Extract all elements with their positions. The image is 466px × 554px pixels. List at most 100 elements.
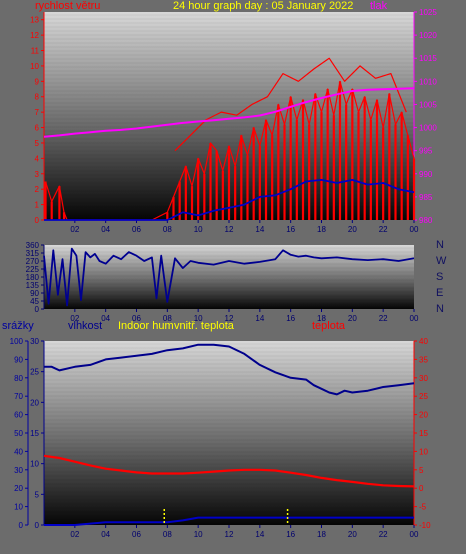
p3-x-tick-label: 00 [410, 530, 419, 539]
temperature-y-tick-label: 35 [419, 355, 428, 364]
p2-x-tick-label: 00 [410, 314, 419, 323]
p2-x-tick-label: 06 [132, 314, 141, 323]
p2-x-tick-label: 12 [225, 314, 234, 323]
temperature-y-tick-label: 30 [419, 374, 428, 383]
pressure-y-tick-label: 1020 [419, 31, 437, 40]
p1-x-tick-label: 00 [410, 225, 419, 234]
wind-gust-line [174, 57, 407, 152]
rain-y-tick-label: 10 [14, 503, 23, 512]
pressure-y-tick-label: 1010 [419, 77, 437, 86]
wind-y-tick-label: 2 [35, 185, 40, 194]
pressure-y-tick-label: 1015 [419, 54, 437, 63]
p1-x-tick-label: 16 [286, 225, 295, 234]
p1-x-tick-label: 14 [255, 225, 264, 234]
wind-y-tick-label: 7 [35, 108, 40, 117]
p2-x-tick-label: 08 [163, 314, 172, 323]
pressure-line [43, 87, 415, 138]
rain-y-tick-label: 80 [14, 374, 23, 383]
rain-y-tick-label: 50 [14, 429, 23, 438]
rain-line [44, 516, 414, 526]
wind-y-tick-label: 10 [30, 62, 39, 71]
compass-s: S [436, 271, 444, 283]
direction-y-tick-label: 135 [26, 281, 40, 290]
direction-y-tick-label: 225 [26, 265, 40, 274]
p2-x-tick-label: 04 [101, 314, 110, 323]
wind-y-tick-label: 4 [35, 154, 40, 163]
direction-y-tick-label: 90 [30, 289, 39, 298]
temperature-y-tick-label: 25 [419, 392, 428, 401]
temperature-y-tick-label: 0 [419, 484, 424, 493]
p2-x-tick-label: 20 [348, 314, 357, 323]
pressure-y-tick-label: 1000 [419, 124, 437, 133]
rain-y-tick-label: 0 [19, 521, 24, 530]
humidity-y-tick-label: 25 [30, 368, 39, 377]
p2-x-tick-label: 18 [317, 314, 326, 323]
pressure-y-tick-label: 985 [419, 193, 433, 202]
compass-e: E [436, 287, 444, 299]
humidity-y-tick-label: 15 [30, 429, 39, 438]
wind-y-tick-label: 6 [35, 124, 40, 133]
rain-y-tick-label: 100 [10, 337, 24, 346]
direction-y-tick-label: 270 [26, 257, 40, 266]
p3-x-tick-label: 14 [255, 530, 264, 539]
humidity-line [44, 343, 415, 396]
p2-x-tick-label: 16 [286, 314, 295, 323]
temperature-y-tick-label: 5 [419, 466, 424, 475]
p1-x-tick-label: 18 [317, 225, 326, 234]
wind-y-tick-label: 0 [35, 216, 40, 225]
p2-x-tick-label: 22 [379, 314, 388, 323]
p3-x-tick-label: 08 [163, 530, 172, 539]
direction-y-tick-label: 45 [30, 297, 39, 306]
p3-x-tick-label: 10 [194, 530, 203, 539]
wind-y-tick-label: 13 [30, 16, 39, 25]
p1-x-tick-label: 10 [194, 225, 203, 234]
wind-y-tick-label: 12 [30, 31, 39, 40]
humidity-y-tick-label: 5 [35, 490, 40, 499]
temperature-line [43, 454, 415, 488]
wind-y-tick-label: 5 [35, 139, 40, 148]
p3-x-tick-label: 12 [225, 530, 234, 539]
temperature-y-tick-label: 40 [419, 337, 428, 346]
chart-title: 24 hour graph day : 05 January 2022 [173, 0, 354, 12]
direction-y-tick-label: 180 [26, 273, 40, 282]
indoor-temperature-label: vnitř. teplota [174, 320, 234, 332]
p3-x-tick-label: 20 [348, 530, 357, 539]
p3-x-tick-label: 18 [317, 530, 326, 539]
p3-x-tick-label: 16 [286, 530, 295, 539]
pressure-y-tick-label: 980 [419, 216, 433, 225]
humidity-y-tick-label: 20 [30, 398, 39, 407]
wind-direction-line [43, 247, 415, 307]
p3-x-tick-label: 04 [101, 530, 110, 539]
p1-x-tick-label: 12 [225, 225, 234, 234]
rain-y-tick-label: 40 [14, 447, 23, 456]
p1-x-tick-label: 04 [101, 225, 110, 234]
p1-x-tick-label: 22 [379, 225, 388, 234]
direction-y-tick-label: 360 [26, 241, 40, 250]
p3-x-tick-label: 22 [379, 530, 388, 539]
pressure-label: tlak [370, 0, 388, 12]
wind-y-tick-label: 1 [35, 201, 40, 210]
temperature-y-tick-label: -10 [419, 521, 431, 530]
humidity-temperature-panel-background [44, 341, 414, 525]
rain-y-tick-label: 20 [14, 484, 23, 493]
humidity-label: vlhkost [68, 320, 103, 332]
compass-n-top: N [436, 239, 444, 251]
p1-x-tick-label: 20 [348, 225, 357, 234]
direction-y-tick-label: 0 [35, 305, 40, 314]
rain-y-tick-label: 70 [14, 392, 23, 401]
pressure-y-tick-label: 995 [419, 147, 433, 156]
p3-x-tick-label: 06 [132, 530, 141, 539]
wind-average-line [44, 178, 415, 221]
pressure-y-tick-label: 1005 [419, 100, 437, 109]
compass-n-bottom: N [436, 303, 444, 315]
direction-y-tick-label: 315 [26, 249, 40, 258]
compass-w: W [436, 255, 447, 267]
humidity-y-tick-label: 10 [30, 460, 39, 469]
wind-y-tick-label: 11 [31, 47, 40, 56]
indoor-humidity-label: Indoor hum [118, 320, 174, 332]
wind-y-tick-label: 8 [35, 93, 40, 102]
temperature-y-tick-label: 15 [419, 429, 428, 438]
p3-x-tick-label: 02 [70, 530, 79, 539]
p1-x-tick-label: 08 [163, 225, 172, 234]
